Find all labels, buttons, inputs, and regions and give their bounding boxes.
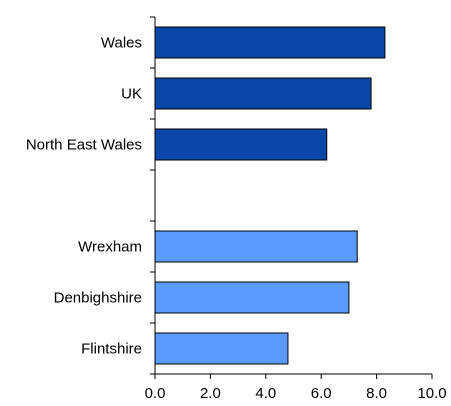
x-tick-label: 8.0 xyxy=(366,385,387,402)
category-label: North East Wales xyxy=(26,137,142,154)
chart-labels: 0.0 2.0 4.0 6.0 8.0 10.0 Wales UK North East Wal… xyxy=(26,35,447,403)
chart-bars xyxy=(154,26,386,365)
chart-axes xyxy=(150,16,433,379)
category-label: UK xyxy=(121,86,142,103)
category-label: Wrexham xyxy=(78,239,142,256)
x-tick-label: 4.0 xyxy=(255,385,276,402)
bar-wrexham xyxy=(154,230,358,263)
category-label: Wales xyxy=(101,35,142,52)
bar-uk xyxy=(154,77,372,110)
x-tick-label: 6.0 xyxy=(311,385,332,402)
bar-flintshire xyxy=(154,332,289,365)
bar-wales xyxy=(154,26,386,59)
x-tick-label: 2.0 xyxy=(200,385,221,402)
bar-denbighshire xyxy=(154,281,350,314)
category-label: Flintshire xyxy=(81,341,142,358)
bar-north-east-wales xyxy=(154,128,328,161)
x-tick-label: 0.0 xyxy=(145,385,166,402)
category-label: Denbighshire xyxy=(54,290,142,307)
x-tick-label: 10.0 xyxy=(417,385,446,402)
